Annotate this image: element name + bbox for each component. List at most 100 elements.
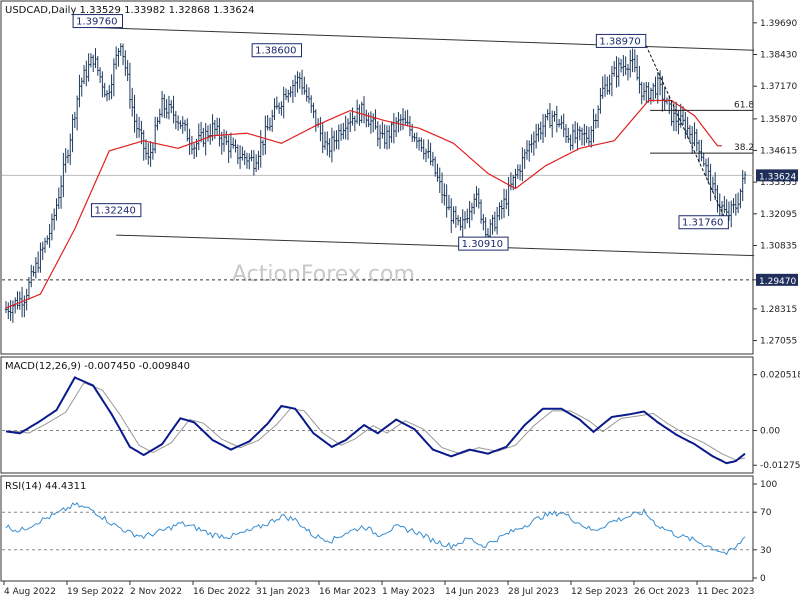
price-tick-label: 1.39690 [760, 19, 797, 29]
moving-average-line [5, 99, 722, 309]
price-bar [498, 202, 501, 221]
price-bar [298, 72, 301, 89]
price-bar [52, 208, 56, 231]
price-bar [424, 148, 428, 163]
price-bar [677, 110, 680, 135]
price-bar [55, 198, 58, 221]
price-bar [296, 71, 299, 93]
price-bar [626, 63, 630, 81]
price-bar [661, 75, 664, 112]
price-bar [181, 116, 184, 134]
macd-tick-label: 0.020518 [760, 371, 800, 381]
price-bar [743, 171, 747, 184]
price-bar [530, 134, 533, 153]
price-bar [259, 130, 262, 168]
price-bar [282, 86, 285, 119]
price-bar [170, 100, 173, 114]
annotation-box [251, 43, 303, 58]
price-bar [353, 115, 357, 132]
price-bar [245, 152, 249, 169]
price-bar [326, 131, 329, 156]
price-bar [82, 65, 86, 85]
price-bar [202, 127, 205, 148]
price-bar [580, 127, 584, 146]
price-bar [351, 107, 354, 126]
price-bar [34, 257, 38, 279]
price-bar [741, 170, 744, 201]
annotation-label: 1.38970 [599, 36, 640, 47]
price-bar [378, 124, 382, 150]
price-bar [153, 116, 157, 154]
macd-panel [0, 356, 754, 474]
price-bar [275, 96, 279, 110]
price-bar [445, 184, 448, 218]
price-bar [450, 198, 453, 233]
price-bar [601, 76, 604, 100]
price-bar [293, 74, 297, 97]
price-bar [59, 175, 63, 209]
price-bar [215, 117, 219, 136]
price-bar [709, 163, 712, 201]
price-tick-label: 1.30835 [760, 242, 797, 252]
price-bar [261, 139, 265, 156]
price-bar [461, 209, 464, 238]
price-bar [342, 122, 345, 140]
price-bar [479, 199, 483, 224]
price-bar [73, 111, 77, 128]
price-bar [674, 101, 678, 132]
price-bar [658, 70, 662, 96]
annotation-box [595, 33, 647, 48]
price-bar [16, 291, 19, 310]
price-bar [234, 139, 237, 153]
support-badge [756, 273, 798, 286]
price-bar [163, 94, 166, 119]
price-bar [126, 60, 129, 82]
price-bar [176, 115, 180, 131]
price-bar [413, 132, 416, 142]
price-bar [50, 213, 54, 241]
price-bar [617, 57, 620, 87]
price-bar [656, 72, 659, 104]
price-bar [732, 198, 735, 213]
price-bar [225, 130, 228, 146]
price-bar [502, 188, 506, 218]
price-bar [651, 83, 655, 102]
price-bar [713, 172, 717, 200]
price-bar [355, 99, 359, 124]
price-bar [335, 130, 338, 150]
price-bar [39, 242, 42, 273]
price-bar [167, 95, 171, 120]
price-bar [528, 140, 531, 162]
price-bar [183, 119, 187, 132]
price-bar [422, 139, 425, 160]
price-bar [622, 55, 625, 77]
x-tick-label: 19 Sep 2022 [67, 587, 124, 597]
price-bar [619, 58, 623, 73]
price-bar [206, 125, 210, 142]
price-bar [684, 111, 687, 139]
price-bar [11, 300, 15, 323]
price-bar [704, 158, 708, 177]
price-bar [624, 56, 627, 76]
price-bar [399, 114, 402, 131]
price-bar [87, 53, 90, 82]
price-bar [443, 183, 446, 206]
price-bar [23, 295, 26, 318]
price-bar [30, 264, 33, 288]
price-bar [608, 74, 611, 95]
price-bar [427, 139, 430, 159]
price-bar [105, 90, 109, 102]
x-tick-label: 11 Dec 2023 [697, 587, 755, 597]
price-bar [599, 87, 602, 114]
price-bar [160, 90, 164, 118]
price-bar [103, 82, 106, 98]
price-bar [133, 95, 136, 133]
price-bar [337, 124, 340, 150]
price-bar [539, 121, 542, 140]
price-bar [615, 56, 618, 88]
price-tick-label: 1.28315 [760, 305, 797, 315]
price-bar [592, 108, 595, 143]
price-bar [96, 56, 100, 76]
price-bar [518, 164, 522, 181]
price-bar [137, 116, 141, 138]
